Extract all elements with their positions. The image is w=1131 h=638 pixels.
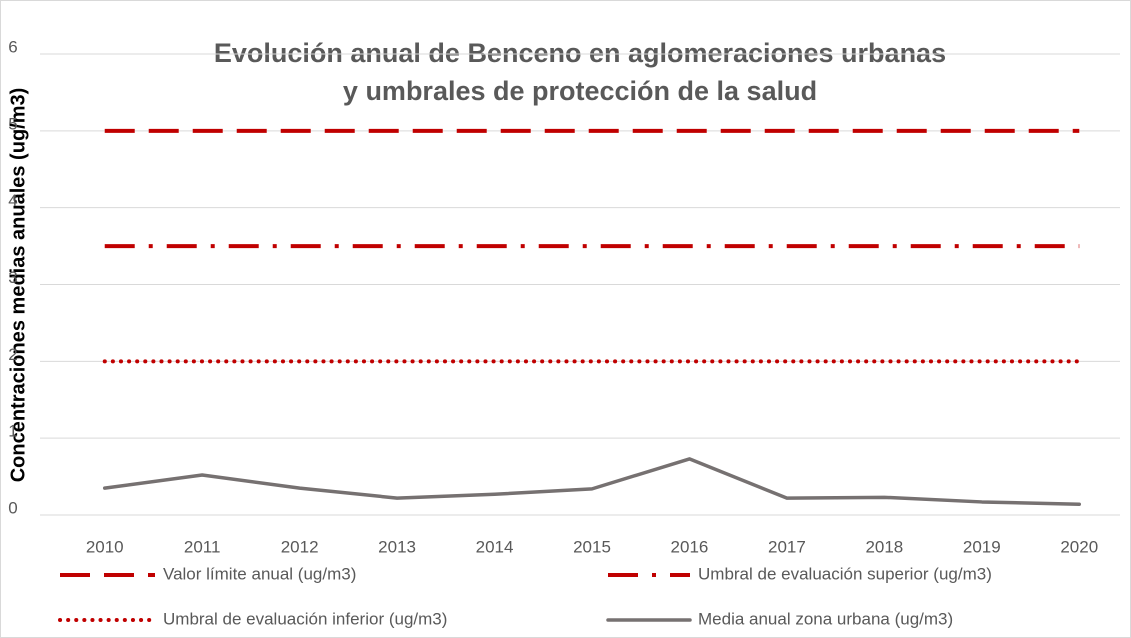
legend-label: Umbral de evaluación superior (ug/m3) [698, 564, 992, 583]
x-tick-label: 2020 [1060, 537, 1098, 556]
y-tick-label: 1 [8, 422, 17, 441]
y-tick-label: 2 [8, 345, 17, 364]
x-tick-label: 2015 [573, 537, 611, 556]
y-tick-label: 5 [8, 114, 17, 133]
x-tick-label: 2012 [281, 537, 319, 556]
x-tick-label: 2010 [86, 537, 124, 556]
x-tick-label: 2013 [378, 537, 416, 556]
x-tick-label: 2018 [865, 537, 903, 556]
legend-label: Media anual zona urbana (ug/m3) [698, 609, 953, 628]
y-tick-label: 0 [8, 498, 17, 517]
chart-title: Evolución anual de Benceno en aglomeraci… [214, 38, 946, 68]
x-tick-label: 2014 [476, 537, 514, 556]
x-tick-label: 2016 [671, 537, 709, 556]
legend-label: Valor límite anual (ug/m3) [163, 564, 356, 583]
y-axis-label: Concentraciones medias anuales (ug/m3) [7, 88, 29, 483]
x-tick-label: 2017 [768, 537, 806, 556]
x-tick-label: 2011 [184, 537, 221, 556]
y-tick-label: 6 [8, 37, 17, 56]
y-tick-label: 3 [8, 268, 17, 287]
chart-title: y umbrales de protección de la salud [343, 76, 817, 106]
y-tick-label: 4 [8, 191, 17, 210]
legend-label: Umbral de evaluación inferior (ug/m3) [163, 609, 447, 628]
x-tick-label: 2019 [963, 537, 1001, 556]
series-line [102, 457, 1082, 506]
